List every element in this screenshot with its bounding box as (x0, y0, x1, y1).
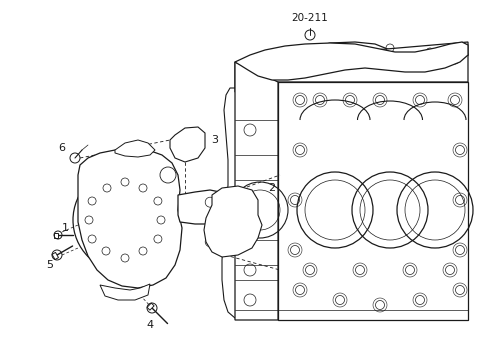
Text: 20-211: 20-211 (292, 13, 328, 23)
Polygon shape (278, 82, 468, 320)
Polygon shape (283, 42, 468, 75)
Polygon shape (222, 82, 280, 318)
Polygon shape (147, 303, 154, 310)
Text: 3: 3 (212, 135, 218, 145)
Text: 6: 6 (59, 143, 65, 153)
Polygon shape (283, 64, 462, 88)
Polygon shape (204, 186, 262, 257)
Text: 5: 5 (47, 260, 53, 270)
Polygon shape (115, 140, 155, 157)
Polygon shape (54, 233, 58, 238)
Polygon shape (178, 190, 225, 224)
Polygon shape (170, 127, 205, 162)
Text: 4: 4 (146, 320, 154, 330)
Polygon shape (235, 42, 468, 92)
Polygon shape (52, 252, 59, 260)
Polygon shape (78, 148, 182, 288)
Text: 2: 2 (268, 183, 276, 193)
Polygon shape (235, 42, 468, 80)
Polygon shape (235, 62, 278, 320)
Polygon shape (100, 284, 150, 300)
Text: 1: 1 (61, 223, 69, 233)
